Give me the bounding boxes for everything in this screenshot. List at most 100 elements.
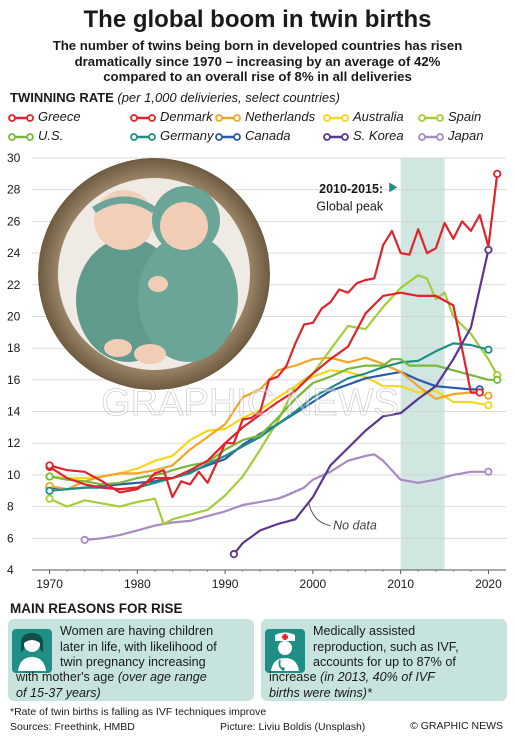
x-tick-label-2000: 2000 <box>300 577 327 591</box>
y-tick-label-14: 14 <box>7 405 21 419</box>
series-line-u-s- <box>49 358 498 486</box>
peak-annotation-line-1: 2010-2015: <box>319 182 383 196</box>
twinning-rate-label: TWINNING RATE <box>10 90 114 105</box>
legend-swatch-icon <box>8 113 34 122</box>
y-tick-label-16: 16 <box>7 373 21 387</box>
reason-card-ivf: Medically assisted reproduction, such as… <box>261 619 507 701</box>
chart-legend: Greece Denmark Netherlands Australia Spain U.… <box>8 109 513 149</box>
reason-age-italic-2: of 15-37 years) <box>16 685 101 700</box>
legend-label-spain: Spain <box>448 109 482 124</box>
series-point-s-korea-start <box>229 550 238 559</box>
series-line-greece <box>49 173 499 499</box>
legend-item-denmark: Denmark <box>130 109 213 124</box>
nurse-icon <box>265 629 305 673</box>
legend-label-germany: Germany <box>160 128 214 143</box>
series-point-greece-start <box>45 461 54 470</box>
subtitle-line-3: compared to an overall rise of 8% in all… <box>103 69 412 84</box>
legend-item-canada: Canada <box>215 128 291 143</box>
series-point-australia-end <box>484 401 493 410</box>
legend-item-u-s-: U.S. <box>8 128 63 143</box>
graphic-news-brand: © GRAPHIC NEWS <box>410 720 503 732</box>
series-point-denmark-end <box>475 388 484 397</box>
legend-label-s-korea: S. Korea <box>353 128 404 143</box>
subtitle-line-2: dramatically since 1970 – increasing by … <box>74 53 441 69</box>
reason-age-line-1: Women are having children <box>60 624 214 638</box>
y-tick-label-30: 30 <box>7 151 21 165</box>
y-tick-label-26: 26 <box>7 214 21 228</box>
series-line-s-korea <box>233 249 490 555</box>
legend-swatch-icon <box>215 113 241 122</box>
y-tick-label-4: 4 <box>7 563 14 577</box>
japan-no-data-gap <box>277 486 305 500</box>
y-tick-label-6: 6 <box>7 531 14 545</box>
y-tick-label-24: 24 <box>7 246 21 260</box>
y-tick-label-12: 12 <box>7 436 21 450</box>
reason-ivf-text-tail: increase (in 2013, 40% of IVF births wer… <box>269 670 435 701</box>
legend-label-netherlands: Netherlands <box>245 109 316 124</box>
legend-label-u-s-: U.S. <box>38 128 64 143</box>
legend-swatch-icon <box>323 132 349 141</box>
y-tick-label-18: 18 <box>7 341 21 355</box>
peak-annotation-line-2: Global peak <box>316 200 383 214</box>
page-title: The global boom in twin births <box>83 6 432 33</box>
series-point-japan-start <box>80 535 89 544</box>
x-tick-label-1990: 1990 <box>212 577 239 591</box>
reason-ivf-italic: (in 2013, 40% of IVF <box>320 670 435 684</box>
reason-ivf-line-3: accounts for up to 87% of <box>313 655 456 669</box>
series-point-germany-start <box>45 486 54 495</box>
twinning-rate-heading: TWINNING RATE (per 1,000 delivieries, se… <box>10 90 340 105</box>
reasons-heading: MAIN REASONS FOR RISE <box>10 601 183 616</box>
series-line-denmark <box>49 291 480 491</box>
legend-item-greece: Greece <box>8 109 81 124</box>
picture-credit: Picture: Liviu Boldis (Unsplash) <box>220 721 366 733</box>
reason-age-line-4: with mother's age <box>16 670 115 684</box>
x-tick-label-2010: 2010 <box>387 577 414 591</box>
reason-age-text: Women are having children later in life,… <box>60 624 217 671</box>
reason-age-line-3: twin pregnancy increasing <box>60 655 206 669</box>
legend-swatch-icon <box>130 132 156 141</box>
legend-label-australia: Australia <box>353 109 404 124</box>
legend-label-denmark: Denmark <box>160 109 213 124</box>
legend-swatch-icon <box>418 132 444 141</box>
x-tick-label-1970: 1970 <box>36 577 63 591</box>
reason-card-age: Women are having children later in life,… <box>8 619 254 701</box>
legend-swatch-icon <box>130 113 156 122</box>
legend-swatch-icon <box>215 132 241 141</box>
series-point-netherlands-end <box>484 391 493 400</box>
legend-item-japan: Japan <box>418 128 483 143</box>
twin-babies-illustration <box>38 158 270 390</box>
reason-ivf-line-2: reproduction, such as IVF, <box>313 639 459 654</box>
legend-item-australia: Australia <box>323 109 404 124</box>
peak-arrow-icon <box>389 182 398 193</box>
series-point-u-s--end <box>493 375 502 384</box>
subtitle-line-1: The number of twins being born in develo… <box>52 38 463 53</box>
reason-ivf-italic-2: births were twins)* <box>269 685 372 700</box>
legend-swatch-icon <box>8 132 34 141</box>
twin-babies-photo <box>38 158 270 390</box>
twinning-rate-unit: (per 1,000 delivieries, select countries… <box>117 90 340 105</box>
legend-swatch-icon <box>323 113 349 122</box>
legend-label-greece: Greece <box>38 109 81 124</box>
sources: Sources: Freethink, HMBD <box>10 721 135 733</box>
series-point-greece-end <box>493 169 502 178</box>
series-line-canada <box>49 370 480 491</box>
no-data-label: No data <box>333 519 377 533</box>
reason-age-line-2: later in life, with likelihood of <box>60 639 217 654</box>
legend-swatch-icon <box>418 113 444 122</box>
legend-label-japan: Japan <box>448 128 484 143</box>
reason-age-italic: (over age range <box>117 670 207 684</box>
reason-age-text-tail: with mother's age (over age range of 15-… <box>16 670 207 701</box>
legend-item-spain: Spain <box>418 109 481 124</box>
x-tick-label-1980: 1980 <box>124 577 151 591</box>
mother-icon <box>12 629 52 673</box>
legend-item-germany: Germany <box>130 128 213 143</box>
series-point-u-s--start <box>45 472 54 481</box>
series-line-spain <box>49 274 499 526</box>
y-tick-label-28: 28 <box>7 183 21 197</box>
footnote: *Rate of twin births is falling as IVF t… <box>10 706 267 718</box>
series-point-japan-end <box>484 467 493 476</box>
legend-item-netherlands: Netherlands <box>215 109 315 124</box>
reason-ivf-line-4: increase <box>269 670 317 684</box>
y-tick-label-20: 20 <box>7 309 21 323</box>
series-point-germany-end <box>484 345 493 354</box>
